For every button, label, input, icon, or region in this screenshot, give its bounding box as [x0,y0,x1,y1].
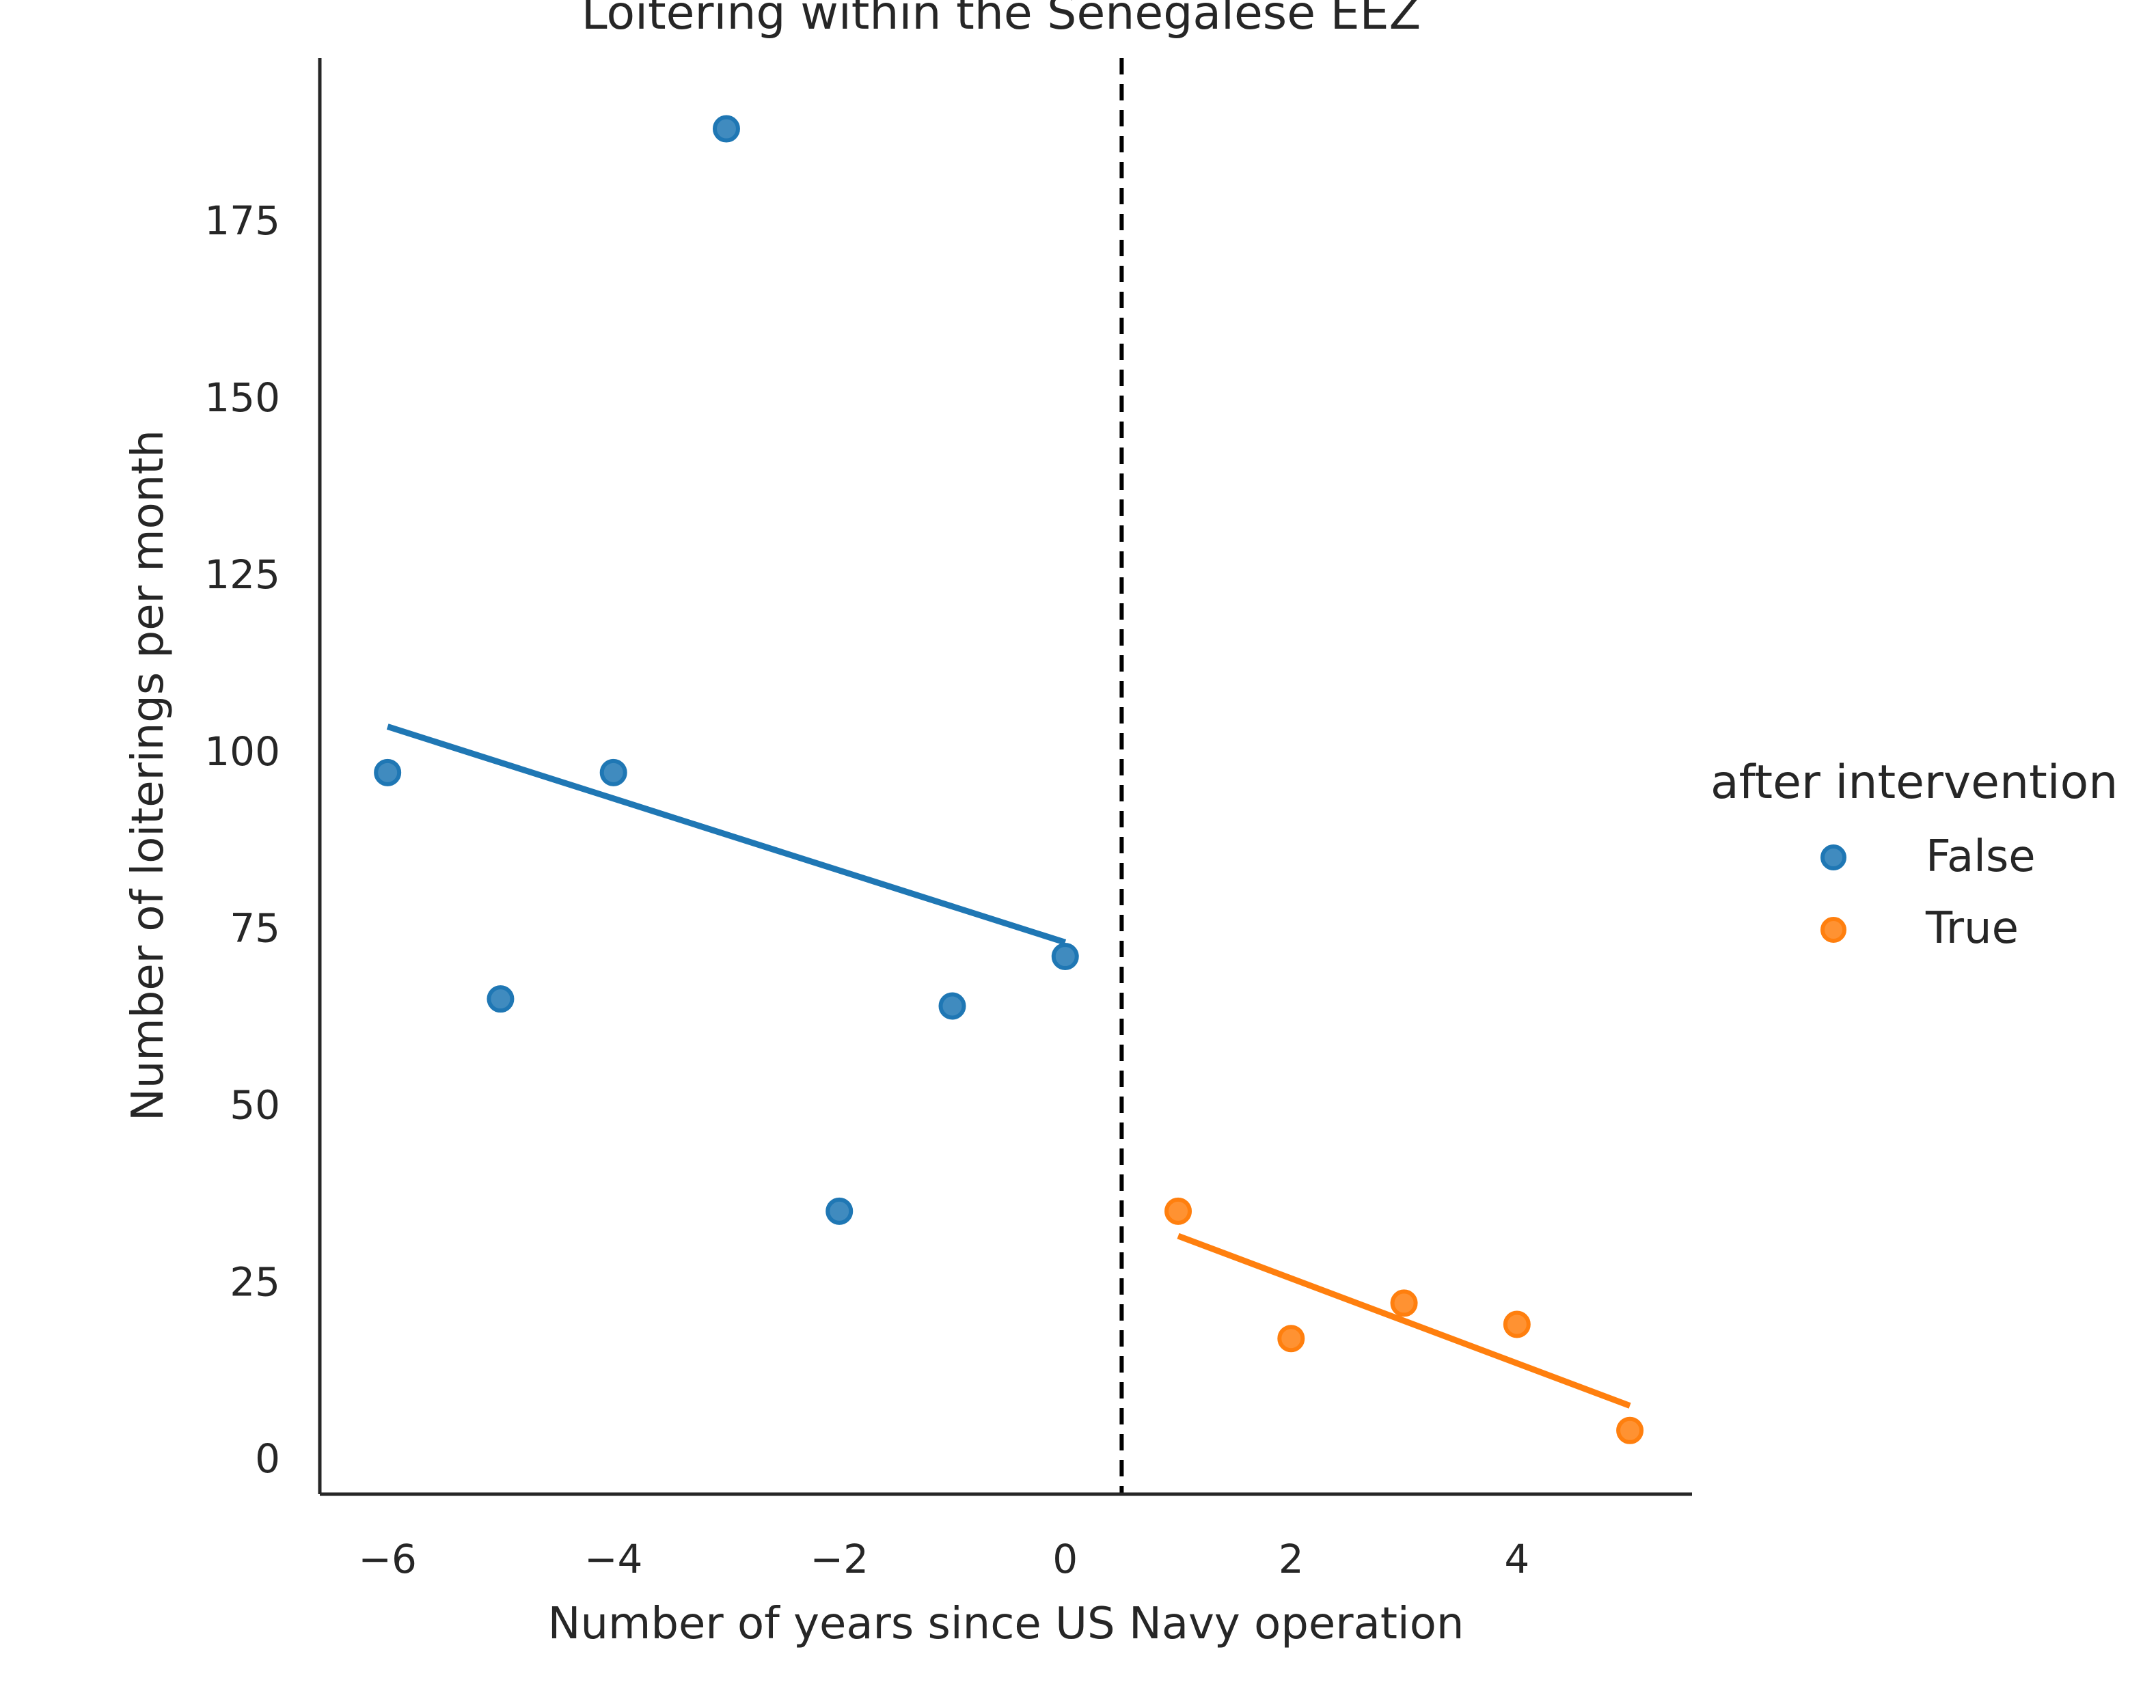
y-tick-label: 25 [230,1258,280,1305]
y-tick-label: 150 [204,374,280,421]
data-point-true [1277,1325,1305,1353]
legend: after intervention False True [1710,756,2118,954]
data-point-false [938,992,966,1020]
x-tick-label: 0 [1052,1536,1078,1582]
x-tick-label: −6 [358,1536,417,1582]
legend-title: after intervention [1710,756,2118,810]
data-point-true [1503,1310,1531,1338]
x-tick-label: 2 [1279,1536,1304,1582]
x-tick-labels: −6 −4 −2 0 2 4 [358,1536,1529,1582]
data-point-false [599,758,627,786]
y-tick-label: 50 [230,1082,280,1128]
regression-line-false [386,724,1067,946]
x-tick-label: −4 [584,1536,643,1582]
regression-line-true [1177,1232,1631,1409]
data-point-true [1616,1416,1644,1444]
data-points [374,115,1644,1444]
legend-label-true: True [1925,903,2019,954]
data-point-false [487,985,515,1013]
regression-lines [386,724,1631,1409]
data-point-false [825,1197,854,1225]
data-point-true [1164,1197,1192,1225]
y-tick-label: 125 [204,551,280,598]
y-tick-label: 0 [255,1435,280,1482]
y-axis-label: Number of loiterings per month [123,430,174,1121]
data-point-false [712,115,740,143]
legend-label-false: False [1926,831,2036,882]
data-point-false [374,758,402,786]
y-tick-label: 100 [204,728,280,775]
data-point-true [1390,1289,1418,1317]
x-tick-label: −2 [810,1536,869,1582]
y-tick-label: 75 [230,905,280,952]
x-axis-label: Number of years since US Navy operation [548,1599,1464,1649]
chart-title: Loitering within the Senegalese EEZ [582,0,1421,40]
legend-marker-false [1820,844,1846,870]
y-tick-label: 175 [204,197,280,244]
legend-marker-true [1820,917,1846,943]
plot-area [374,58,1644,1494]
axes: −6 −4 −2 0 2 4 0 25 50 75 100 125 150 175 [204,58,1692,1582]
x-tick-label: 4 [1504,1536,1529,1582]
y-tick-labels: 0 25 50 75 100 125 150 175 [204,197,280,1482]
data-point-false [1051,943,1079,971]
